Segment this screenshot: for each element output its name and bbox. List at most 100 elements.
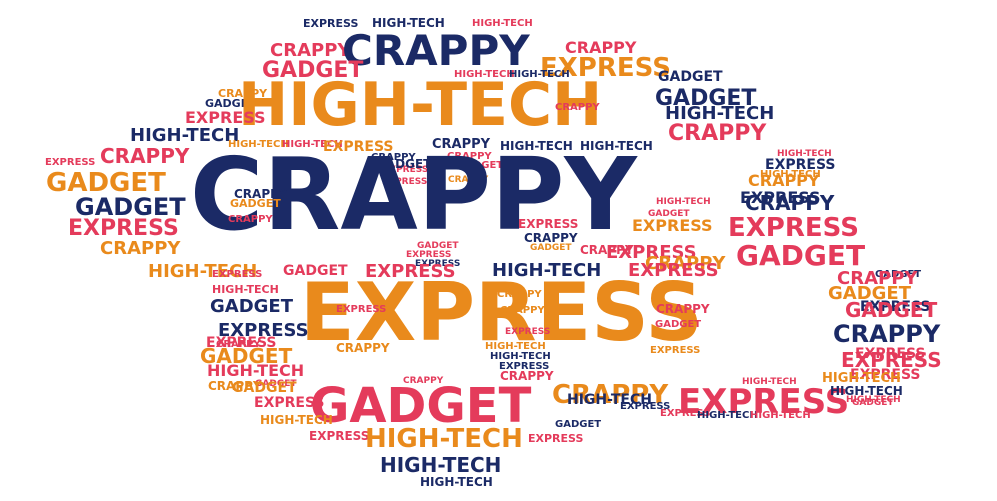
word-express-70: EXPRESS	[212, 269, 263, 280]
word-gadget-78: GADGET	[845, 298, 938, 322]
word-crappy-76: CRAPPY	[497, 289, 542, 300]
word-hightech-108: HIGH-TECH	[846, 395, 901, 405]
word-crappy-19: CRAPPY	[668, 121, 767, 146]
word-express-54: EXPRESS	[728, 213, 859, 243]
word-express-110: EXPRESS	[254, 395, 325, 411]
word-express-8: EXPRESS	[540, 53, 671, 83]
word-express-52: EXPRESS	[632, 216, 713, 235]
word-express-37: EXPRESS	[382, 177, 428, 187]
word-crappy-59: CRAPPY	[580, 243, 634, 257]
word-express-51: EXPRESS	[518, 217, 579, 231]
word-crappy-4: CRAPPY	[270, 40, 351, 61]
word-hightech-71: HIGH-TECH	[212, 283, 279, 296]
word-crappy-55: CRAPPY	[100, 238, 181, 259]
word-gadget-13: GADGET	[205, 97, 256, 110]
word-crappy-6: CRAPPY	[565, 38, 637, 57]
word-gadget-45: GADGET	[75, 193, 186, 221]
word-crappy-105: CRAPPY	[552, 380, 669, 410]
word-hightech-112: HIGH-TECH	[567, 392, 652, 408]
word-express-68: EXPRESS	[628, 260, 719, 281]
word-crappy-80: CRAPPY	[656, 302, 710, 316]
word-gadget-61: GADGET	[736, 239, 866, 272]
word-gadget-91: GADGET	[200, 344, 293, 368]
word-gadget-86: GADGET	[655, 319, 702, 330]
word-express-82: EXPRESS	[218, 320, 309, 341]
word-hightech-25: HIGH-TECH	[500, 139, 573, 153]
word-crappy-81: CRAPPY	[500, 305, 545, 316]
word-crappy-39: CRAPPY	[748, 171, 820, 190]
word-gadget-104: GADGET	[232, 380, 297, 396]
word-hightech-18: HIGH-TECH	[665, 103, 775, 124]
word-gadget-56: GADGET	[417, 241, 459, 251]
word-crappy-90: CRAPPY	[336, 341, 390, 355]
word-express-119: EXPRESS	[309, 429, 370, 443]
word-express-95: EXPRESS	[499, 361, 550, 372]
word-gadget-58: GADGET	[530, 243, 572, 253]
word-gadget-101: GADGET	[255, 379, 297, 389]
word-crappy-29: CRAPPY	[371, 152, 416, 163]
word-crappy-36: CRAPPY	[448, 175, 489, 185]
word-hightech-47: HIGH-TECH	[656, 197, 711, 207]
word-hightech-38: HIGH-TECH	[760, 169, 821, 180]
word-crappy-5: CRAPPY	[342, 26, 530, 75]
word-crappy-42: CRAPPY	[234, 187, 288, 201]
word-gadget-15: GADGET	[655, 86, 757, 111]
word-express-57: EXPRESS	[406, 250, 452, 260]
word-crappy-27: CRAPPY	[100, 144, 190, 168]
word-hightech-26: HIGH-TECH	[580, 139, 653, 153]
word-express-106: EXPRESS	[678, 382, 850, 422]
word-hightech-116: HIGH-TECH	[750, 410, 811, 421]
word-hightech-14: HIGH-TECH	[238, 70, 603, 140]
word-express-89: EXPRESS	[855, 346, 926, 362]
word-gadget-40: GADGET	[46, 168, 166, 198]
word-hightech-10: HIGH-TECH	[509, 69, 570, 80]
word-hightech-99: HIGH-TECH	[822, 371, 901, 386]
word-crappy-62: CRAPPY	[645, 253, 726, 274]
word-crappy-53: CRAPPY	[524, 231, 578, 245]
word-hightech-123: HIGH-TECH	[420, 475, 493, 489]
word-crappy-24: CRAPPY	[432, 137, 491, 152]
word-gadget-73: GADGET	[828, 283, 911, 304]
word-crappy-30: CRAPPY	[447, 151, 492, 162]
word-express-121: EXPRESS	[528, 432, 584, 445]
word-hightech-94: HIGH-TECH	[490, 351, 551, 362]
word-crappy-100: CRAPPY	[208, 379, 262, 393]
word-gadget-65: GADGET	[283, 263, 348, 279]
word-express-114: EXPRESS	[660, 408, 711, 419]
word-crappy-41: CRAPPY	[190, 136, 637, 253]
word-hightech-64: HIGH-TECH	[148, 261, 258, 282]
word-gadget-34: GADGET	[376, 157, 432, 171]
word-gadget-48: GADGET	[648, 209, 690, 219]
word-express-1: EXPRESS	[303, 17, 359, 30]
word-gadget-43: GADGET	[230, 197, 281, 210]
word-hightech-22: HIGH-TECH	[282, 139, 343, 150]
word-express-97: EXPRESS	[850, 367, 921, 383]
word-hightech-3: HIGH-TECH	[472, 18, 533, 29]
word-express-75: EXPRESS	[300, 266, 703, 359]
word-express-93: EXPRESS	[841, 348, 942, 372]
word-crappy-16: CRAPPY	[555, 102, 600, 113]
word-hightech-118: HIGH-TECH	[260, 413, 333, 427]
word-hightech-120: HIGH-TECH	[365, 424, 523, 454]
word-crappy-46: CRAPPY	[745, 191, 835, 215]
word-crappy-84: CRAPPY	[216, 339, 261, 350]
word-gadget-109: GADGET	[852, 398, 894, 408]
word-hightech-21: HIGH-TECH	[228, 139, 289, 150]
word-crappy-83: CRAPPY	[833, 320, 941, 348]
word-express-33: EXPRESS	[383, 165, 429, 175]
word-gadget-69: GADGET	[875, 269, 922, 280]
word-hightech-107: HIGH-TECH	[830, 384, 903, 398]
word-express-66: EXPRESS	[365, 261, 456, 282]
word-express-87: EXPRESS	[505, 327, 551, 337]
word-gadget-11: GADGET	[658, 69, 723, 85]
word-hightech-103: HIGH-TECH	[742, 377, 797, 387]
word-express-17: EXPRESS	[185, 108, 266, 127]
word-crappy-49: CRAPPY	[228, 214, 273, 225]
word-gadget-35: GADGET	[457, 160, 504, 171]
word-express-92: EXPRESS	[650, 345, 701, 356]
word-hightech-122: HIGH-TECH	[380, 453, 502, 477]
word-hightech-96: HIGH-TECH	[207, 361, 305, 380]
word-express-77: EXPRESS	[860, 299, 931, 315]
word-express-28: EXPRESS	[45, 157, 96, 168]
